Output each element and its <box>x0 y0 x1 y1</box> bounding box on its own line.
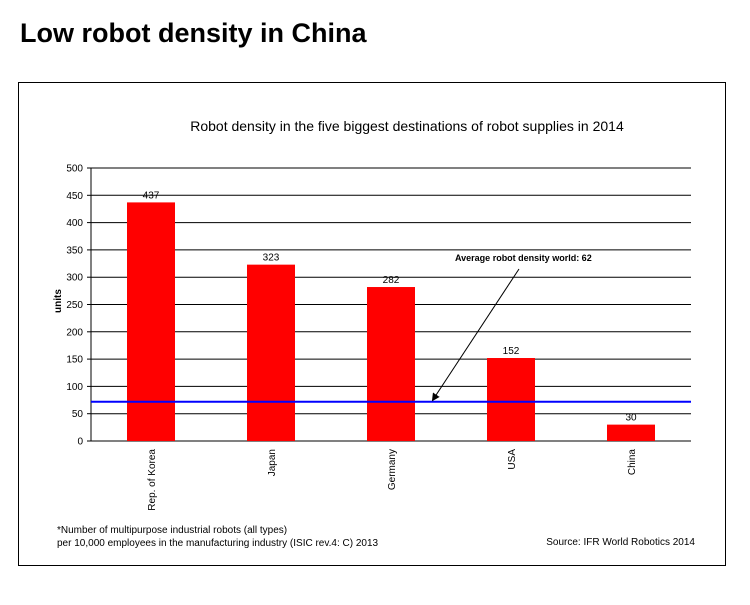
bar-chart: 0 50 100 150 200 250 300 350 400 450 500 437 Rep. o… <box>53 164 691 511</box>
data-label: 323 <box>263 253 280 264</box>
y-tick-label: 450 <box>66 191 83 202</box>
data-label: 30 <box>625 413 637 424</box>
y-tick-label: 0 <box>77 437 83 448</box>
y-tick-label: 150 <box>66 355 83 366</box>
y-tick-label: 400 <box>66 218 83 229</box>
category-label: Rep. of Korea <box>147 449 158 511</box>
y-axis-label: units <box>53 289 64 313</box>
chart-source: Source: IFR World Robotics 2014 <box>546 537 695 548</box>
bar <box>247 264 295 441</box>
y-tick-label: 50 <box>72 409 84 420</box>
y-tick-label: 300 <box>66 273 83 284</box>
data-label: 437 <box>143 190 160 201</box>
chart-title: Robot density in the five biggest destin… <box>190 118 624 134</box>
bar <box>127 202 175 441</box>
y-tick-label: 250 <box>66 300 83 311</box>
bar <box>607 424 655 441</box>
footnote-line: per 10,000 employees in the manufacturin… <box>57 538 379 549</box>
y-tick-label: 200 <box>66 327 83 338</box>
y-tick-label: 350 <box>66 245 83 256</box>
bar <box>487 358 535 441</box>
chart-footnote: *Number of multipurpose industrial robot… <box>57 524 378 550</box>
footnote-line: *Number of multipurpose industrial robot… <box>57 525 288 536</box>
y-tick-label: 100 <box>66 382 83 393</box>
category-label: China <box>627 449 638 476</box>
chart-frame: Robot density in the five biggest destin… <box>18 82 726 566</box>
page-title: Low robot density in China <box>20 18 367 48</box>
annotation-arrow <box>431 268 520 402</box>
bar <box>367 287 415 441</box>
y-tick-label: 500 <box>66 164 83 175</box>
data-label: 152 <box>503 346 520 357</box>
category-label: USA <box>507 449 518 470</box>
reference-annotation: Average robot density world: 62 <box>455 253 592 263</box>
data-label: 282 <box>383 275 400 286</box>
category-label: Germany <box>387 449 398 490</box>
category-label: Japan <box>267 449 278 476</box>
